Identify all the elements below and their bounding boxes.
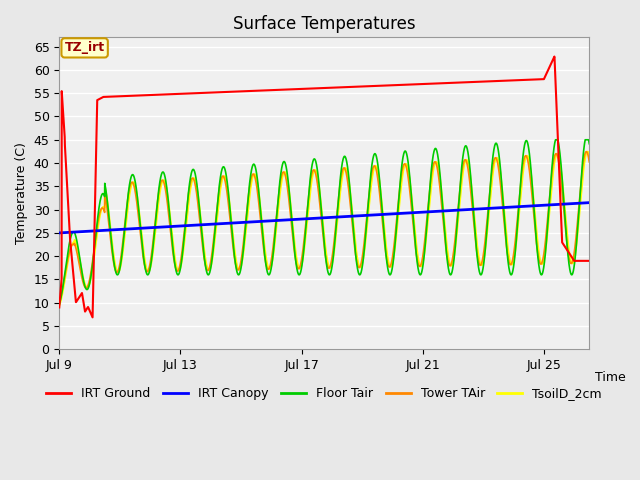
Legend: IRT Ground, IRT Canopy, Floor Tair, Tower TAir, TsoilD_2cm: IRT Ground, IRT Canopy, Floor Tair, Towe…	[42, 383, 607, 406]
Y-axis label: Temperature (C): Temperature (C)	[15, 143, 28, 244]
Title: Surface Temperatures: Surface Temperatures	[233, 15, 415, 33]
Text: Time: Time	[595, 371, 625, 384]
Text: TZ_irt: TZ_irt	[65, 41, 105, 54]
